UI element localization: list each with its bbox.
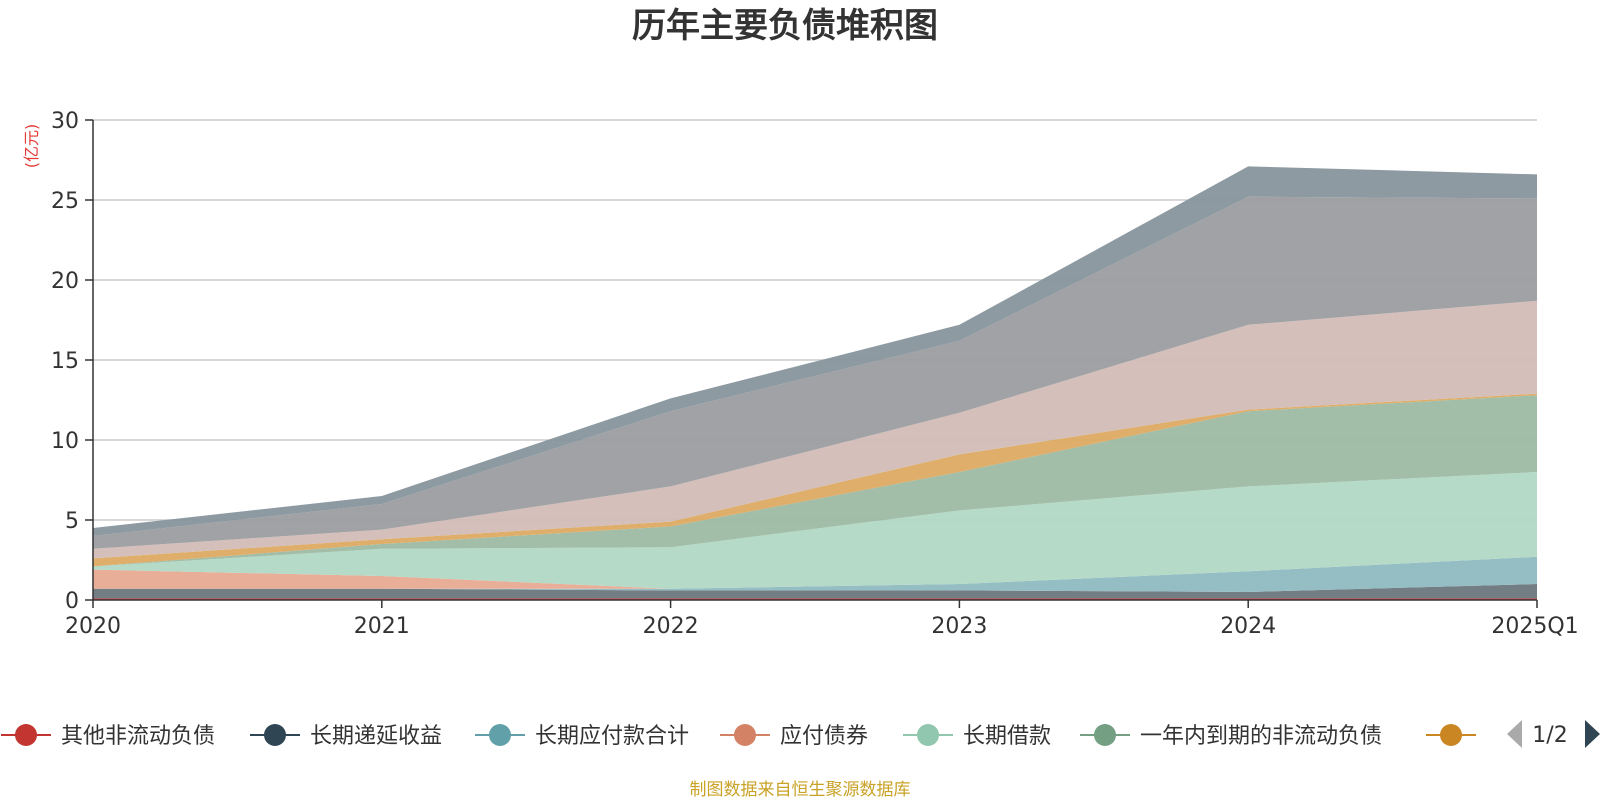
y-tick-label: 20 (51, 269, 79, 294)
legend-label: 长期应付款合计 (535, 724, 689, 749)
legend: 其他非流动负债 长期递延收益 长期应付款合计 应付债券 长期借款 一年内到期的非流动负债 (1, 724, 1476, 749)
legend-marker-icon (917, 724, 939, 746)
x-tick-label: 2024 (1220, 614, 1276, 639)
area-series-3 (93, 556, 1537, 592)
legend-marker-icon (1440, 724, 1462, 746)
axes: 0 5 10 15 20 25 30 2020 2021 2022 2023 2024 2025Q1 (51, 109, 1579, 639)
x-tick-label: 2021 (354, 614, 410, 639)
legend-label: 长期借款 (963, 724, 1051, 749)
legend-label: 长期递延收益 (310, 724, 442, 749)
legend-pager: 1/2 (1507, 720, 1600, 748)
y-tick-label: 25 (51, 189, 79, 214)
legend-page-indicator: 1/2 (1532, 723, 1567, 748)
area-series-7 (93, 393, 1537, 567)
legend-marker-icon (15, 724, 37, 746)
legend-label: 应付债券 (780, 724, 868, 749)
y-tick-label: 15 (51, 349, 79, 374)
chart-title: 历年主要负债堆积图 (632, 6, 938, 46)
data-source-note: 制图数据来自恒生聚源数据库 (690, 780, 911, 800)
area-series-5 (93, 472, 1537, 589)
stacked-areas (93, 166, 1537, 600)
legend-marker-icon (489, 724, 511, 746)
area-series-9 (93, 196, 1537, 549)
x-tick-label: 2025Q1 (1491, 614, 1578, 639)
y-tick-label: 5 (65, 509, 79, 534)
legend-item-6[interactable]: 一年内到期的非流动负债 (1080, 724, 1382, 749)
legend-marker-icon (264, 724, 286, 746)
y-tick-label: 10 (51, 429, 79, 454)
legend-item-7[interactable] (1426, 724, 1476, 746)
area-series-6 (93, 395, 1537, 567)
legend-item-4[interactable]: 应付债券 (720, 724, 868, 749)
x-tick-label: 2023 (931, 614, 987, 639)
legend-marker-icon (1094, 724, 1116, 746)
y-axis-unit: (亿元) (22, 124, 41, 169)
legend-item-3[interactable]: 长期应付款合计 (475, 724, 689, 749)
next-page-icon[interactable] (1585, 720, 1600, 748)
y-tick-label: 0 (65, 589, 79, 614)
legend-item-5[interactable]: 长期借款 (903, 724, 1051, 749)
y-tick-label: 30 (51, 109, 79, 134)
legend-label: 一年内到期的非流动负债 (1140, 724, 1382, 749)
area-series-2 (93, 584, 1537, 599)
area-series-4 (93, 556, 1537, 589)
area-series-8 (93, 300, 1537, 559)
legend-item-2[interactable]: 长期递延收益 (250, 724, 442, 749)
prev-page-icon[interactable] (1507, 720, 1522, 748)
legend-item-1[interactable]: 其他非流动负债 (1, 724, 215, 749)
legend-label: 其他非流动负债 (61, 724, 215, 749)
x-tick-label: 2022 (643, 614, 699, 639)
legend-marker-icon (734, 724, 756, 746)
x-tick-label: 2020 (65, 614, 121, 639)
